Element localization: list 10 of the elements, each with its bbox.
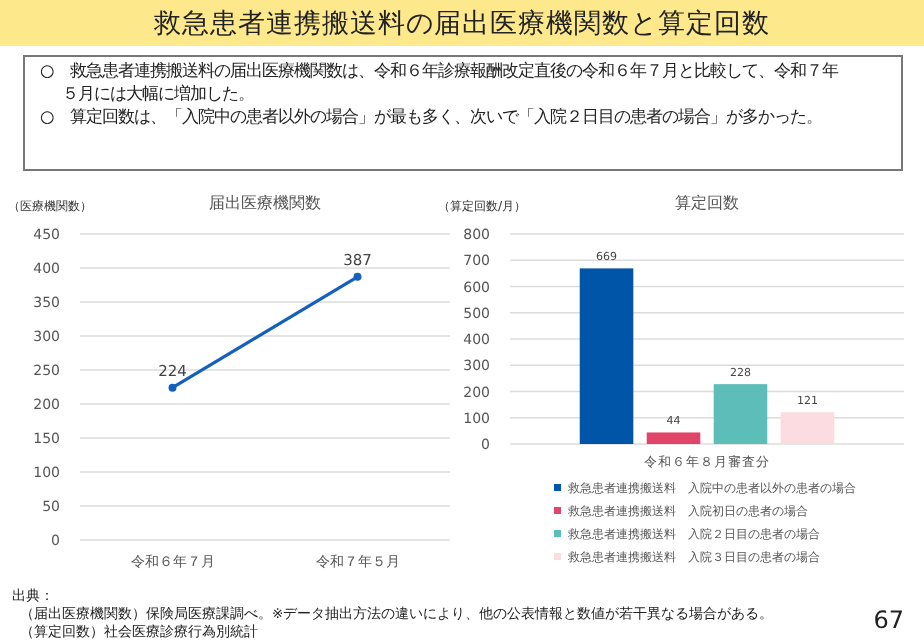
bar: [713, 384, 768, 444]
bar: [780, 412, 835, 444]
text: ○ 救急患者連携搬送料の届出医療機関数は、令和６年診療報酬改定直後の令和６年７月と比較して、令和７年５月には大幅に増加した。: [40, 60, 839, 103]
bar: [579, 268, 634, 444]
bar: [646, 432, 701, 444]
chart-title: 届出医療機関数: [209, 194, 321, 212]
text: 救急患者連携搬送料の届出医療機関数と算定回数: [152, 8, 770, 40]
chart-title: 算定回数: [675, 194, 739, 212]
text: 67: [873, 606, 904, 634]
text: ○ 算定回数は、「入院中の患者以外の場合」が最も多く、次いで「入院２日目の患者の場合」が多かった。: [40, 106, 823, 126]
